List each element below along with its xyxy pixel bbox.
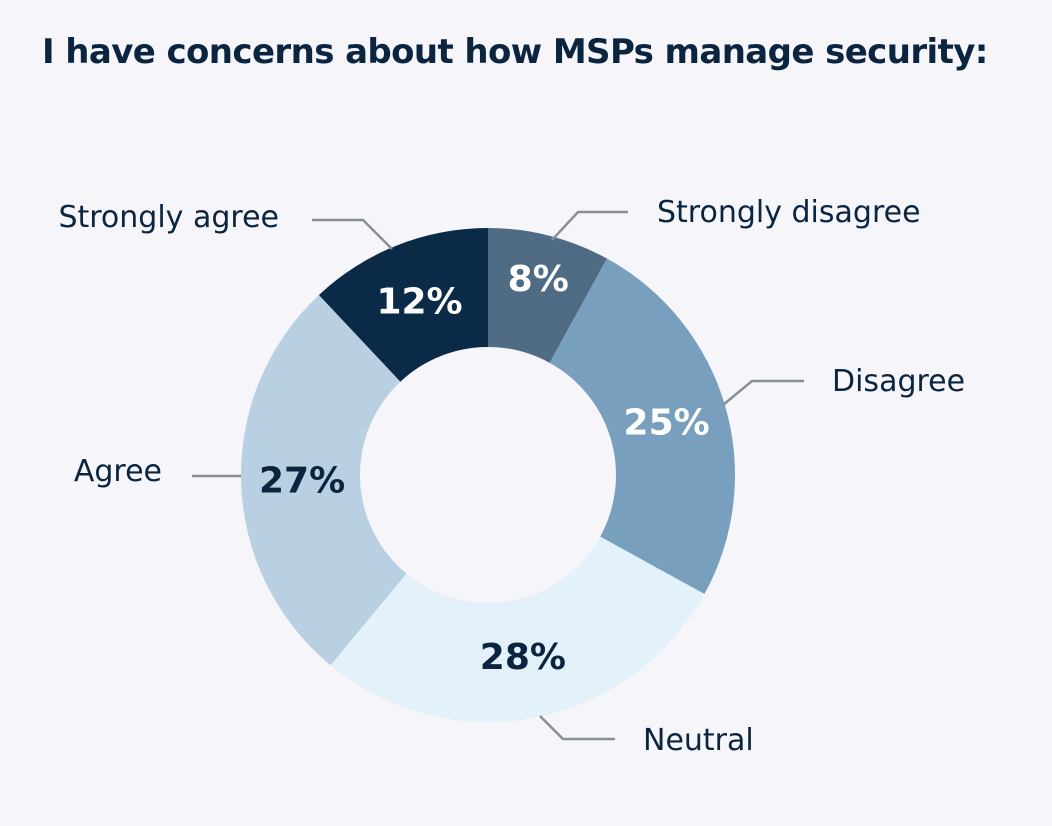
category-label-agree: Agree xyxy=(74,454,162,489)
category-label-strongly-disagree: Strongly disagree xyxy=(657,195,921,230)
value-label-neutral: 28% xyxy=(480,637,566,678)
slice-strongly-agree xyxy=(318,228,488,382)
value-label-strongly-disagree: 8% xyxy=(508,259,569,300)
value-label-disagree: 25% xyxy=(624,403,710,444)
chart-title: I have concerns about how MSPs manage se… xyxy=(42,32,988,72)
category-label-neutral: Neutral xyxy=(643,723,754,758)
slice-agree xyxy=(240,294,407,666)
value-label-agree: 27% xyxy=(259,460,345,501)
value-label-strongly-agree: 12% xyxy=(376,282,462,323)
slice-disagree xyxy=(549,258,736,594)
leader-line-strongly-agree xyxy=(312,218,393,250)
slice-neutral xyxy=(330,536,705,723)
leader-line-strongly-disagree xyxy=(551,210,628,241)
leader-line-disagree xyxy=(722,379,804,406)
slice-strongly-disagree xyxy=(488,228,607,363)
category-label-disagree: Disagree xyxy=(832,364,965,399)
category-label-strongly-agree: Strongly agree xyxy=(58,200,279,235)
leader-line-neutral xyxy=(539,715,615,741)
